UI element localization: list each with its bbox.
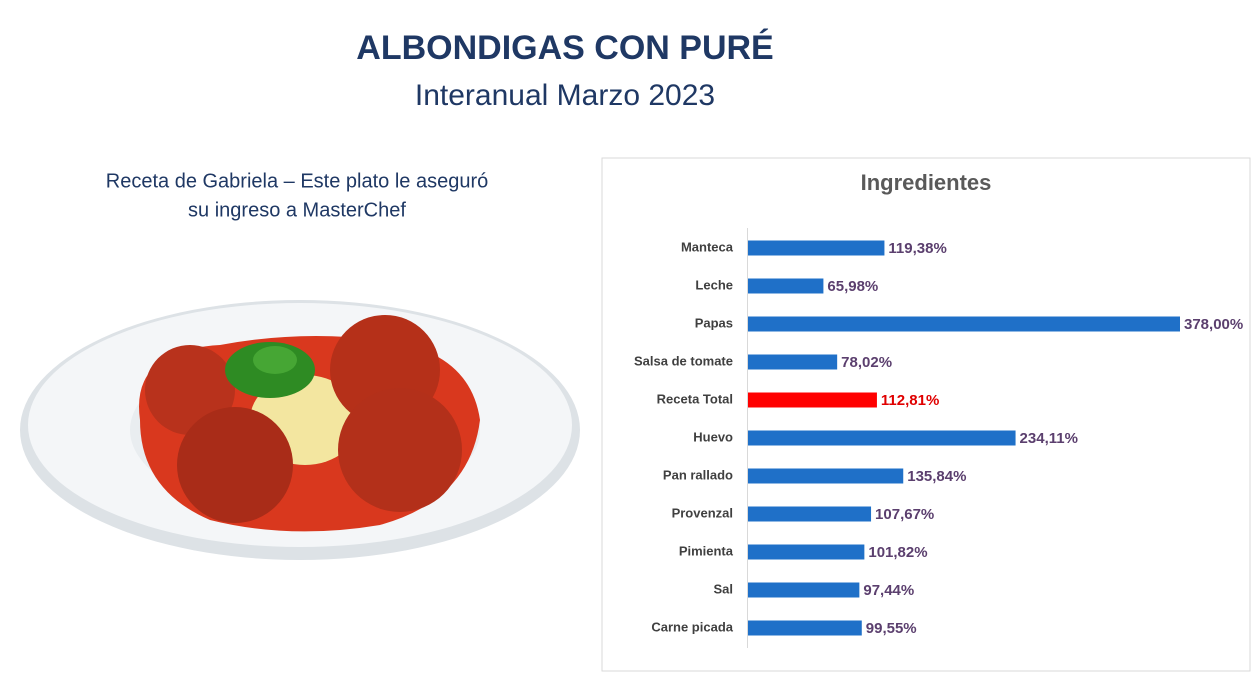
- category-label: Provenzal: [672, 505, 733, 520]
- category-label: Pan rallado: [663, 467, 733, 482]
- bar: [748, 278, 824, 294]
- category-label: Manteca: [681, 239, 734, 254]
- value-label: 65,98%: [827, 278, 878, 295]
- subtitle: Interanual Marzo 2023: [415, 79, 715, 112]
- bar: [748, 620, 862, 636]
- category-label: Leche: [695, 277, 733, 292]
- dish-image: [20, 300, 580, 560]
- value-label: 99,55%: [866, 620, 917, 637]
- bar: [748, 544, 865, 560]
- bar: [748, 316, 1180, 332]
- value-label: 97,44%: [863, 582, 914, 599]
- bar: [748, 468, 904, 484]
- chart-title: Ingredientes: [861, 170, 992, 195]
- bar: [748, 240, 885, 256]
- category-label: Pimienta: [679, 543, 734, 558]
- value-label: 135,84%: [907, 468, 966, 485]
- caption: su ingreso a MasterChef: [188, 199, 406, 221]
- value-label: 112,81%: [881, 392, 939, 409]
- category-label: Sal: [713, 581, 733, 596]
- value-label: 107,67%: [875, 506, 934, 523]
- category-label: Papas: [695, 315, 733, 330]
- bar: [748, 582, 860, 598]
- category-label: Salsa de tomate: [634, 353, 733, 368]
- caption: Receta de Gabriela – Este plato le asegu…: [106, 170, 488, 192]
- title: ALBONDIGAS CON PURÉ: [356, 29, 773, 67]
- bar: [748, 354, 838, 370]
- value-label: 101,82%: [868, 544, 927, 561]
- chart-frame: [601, 157, 1251, 672]
- category-label: Receta Total: [657, 391, 733, 406]
- value-label: 119,38%: [888, 240, 946, 257]
- category-label: Carne picada: [651, 619, 733, 634]
- bar: [748, 392, 877, 408]
- bar: [748, 430, 1016, 446]
- value-label: 78,02%: [841, 354, 892, 371]
- value-label: 234,11%: [1020, 430, 1078, 447]
- category-label: Huevo: [693, 429, 733, 444]
- value-label: 378,00%: [1184, 316, 1243, 333]
- bar: [748, 506, 872, 522]
